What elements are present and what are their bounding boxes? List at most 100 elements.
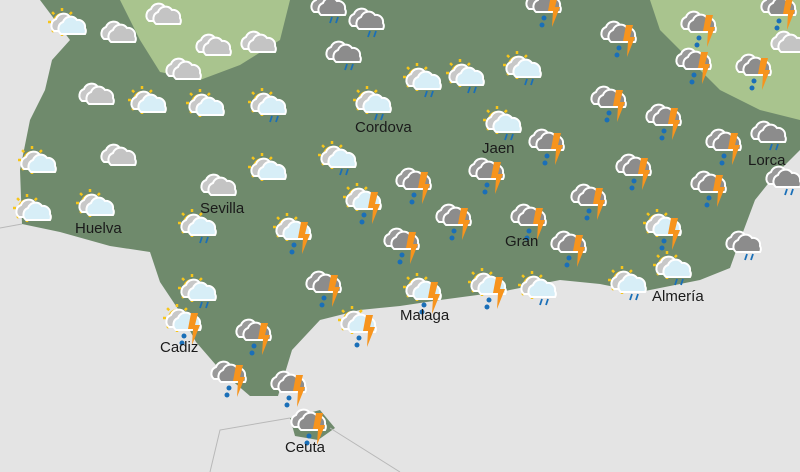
weather-icon-storm <box>468 157 505 195</box>
cloud-icon <box>107 23 137 43</box>
cloud-icon <box>22 201 52 221</box>
cloud-icon <box>257 95 287 115</box>
cloud-icon <box>492 113 522 133</box>
lightning-icon <box>728 133 740 165</box>
rain-icon <box>659 128 667 141</box>
cloud-icon <box>187 281 217 301</box>
weather-icon-cloud <box>78 82 115 105</box>
rain-icon <box>269 115 279 123</box>
rain-icon <box>604 110 612 123</box>
cloud-icon <box>57 15 87 35</box>
weather-icon-sun-cloud-rain <box>518 271 557 306</box>
rain-icon <box>224 385 232 398</box>
weather-icon-storm <box>528 128 565 166</box>
weather-icon-sun-cloud-rain <box>318 141 357 176</box>
cloud-icon <box>327 148 357 168</box>
rain-icon <box>774 18 782 31</box>
weather-icon-cloud <box>100 143 137 166</box>
lightning-icon <box>233 365 245 397</box>
weather-icon-cloud-rain <box>348 7 385 38</box>
cloud-icon <box>732 233 762 253</box>
lightning-icon <box>458 208 470 240</box>
rain-icon <box>504 133 514 141</box>
weather-icon-sun-cloud <box>186 89 225 117</box>
cloud-icon <box>152 5 182 25</box>
weather-icon-cloud-rain <box>310 0 347 24</box>
lightning-icon <box>698 52 710 84</box>
weather-icon-sun-cloud-rain <box>178 274 217 309</box>
city-label: Cadiz <box>160 339 199 356</box>
weather-icon-storm <box>210 360 247 398</box>
weather-icon-sun-cloud-rain <box>248 88 287 123</box>
weather-icon-storm <box>675 47 712 85</box>
weather-icon-storm <box>680 10 717 48</box>
weather-icon-cloud <box>165 57 202 80</box>
rain-icon <box>704 195 712 208</box>
lightning-icon <box>188 313 200 345</box>
weather-icon-cloud-rain <box>750 120 787 151</box>
lightning-icon <box>533 208 545 240</box>
city-label: Lorca <box>748 152 786 169</box>
rain-icon <box>524 78 534 86</box>
weather-icon-sun-storm <box>163 304 202 346</box>
weather-icon-cloud <box>100 20 137 43</box>
rain-icon <box>367 30 377 38</box>
rain-icon <box>659 238 667 251</box>
weather-icon-cloud-rain <box>725 230 762 261</box>
cloud-icon <box>85 85 115 105</box>
lightning-icon <box>258 323 270 355</box>
rain-icon <box>629 293 639 301</box>
rain-icon <box>289 242 297 255</box>
lightning-icon <box>418 172 430 204</box>
weather-icon-sun-cloud <box>18 146 57 174</box>
cloud-icon <box>355 10 385 30</box>
rain-icon <box>319 295 327 308</box>
cloud-icon <box>772 168 800 188</box>
cloud-icon <box>527 278 557 298</box>
weather-icon-sun-cloud <box>76 189 115 217</box>
cloud-icon <box>257 160 287 180</box>
rain-icon <box>409 192 417 205</box>
weather-icon-sun-storm <box>343 183 382 225</box>
weather-icon-storm <box>510 203 547 241</box>
cloud-icon <box>512 58 542 78</box>
cloud-icon <box>27 153 57 173</box>
lightning-icon <box>783 0 795 30</box>
cloud-icon <box>195 96 225 116</box>
weather-icon-storm <box>435 203 472 241</box>
rain-icon <box>629 178 637 191</box>
cloud-icon <box>107 146 137 166</box>
weather-icon-storm <box>590 85 627 123</box>
weather-icon-sun-cloud <box>13 194 52 222</box>
rain-icon <box>467 86 477 94</box>
weather-icon-sun-cloud <box>248 153 287 181</box>
weather-icon-storm <box>615 153 652 191</box>
lightning-icon <box>328 275 340 307</box>
lightning-icon <box>623 25 635 57</box>
lightning-icon <box>368 192 380 224</box>
lightning-icon <box>573 235 585 267</box>
rain-icon <box>354 335 362 348</box>
weather-icon-cloud <box>240 30 277 53</box>
lightning-icon <box>713 175 725 207</box>
cloud-icon <box>172 60 202 80</box>
weather-icon-sun-storm <box>273 213 312 255</box>
weather-icon-sun-storm <box>468 268 507 310</box>
lightning-icon <box>493 277 505 309</box>
rain-icon <box>304 433 312 446</box>
rain-icon <box>674 278 684 286</box>
weather-icon-storm <box>645 103 682 141</box>
weather-icon-sun-cloud-rain <box>353 86 392 121</box>
rain-icon <box>199 301 209 309</box>
lightning-icon <box>668 108 680 140</box>
lightning-icon <box>548 0 560 27</box>
cloud-icon <box>85 196 115 216</box>
cloud-icon <box>332 43 362 63</box>
rain-icon <box>329 16 339 24</box>
weather-icon-sun-cloud-rain <box>178 209 217 244</box>
weather-icon-storm <box>600 20 637 58</box>
weather-icon-storm <box>395 167 432 205</box>
rain-icon <box>344 63 354 71</box>
weather-icon-sun-storm <box>643 209 682 251</box>
weather-icon-cloud-rain <box>765 165 800 196</box>
